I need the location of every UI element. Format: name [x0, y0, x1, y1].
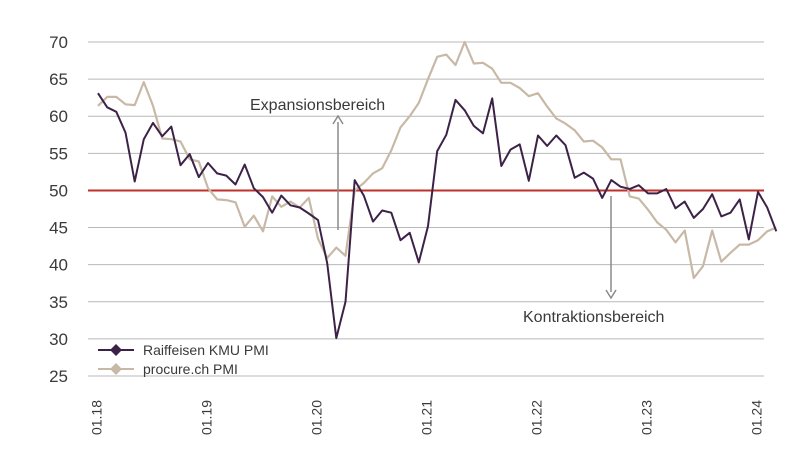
x-tick-label-01.24: 01.24 — [749, 400, 765, 435]
x-tick-label-01.21: 01.21 — [419, 400, 435, 435]
legend-item-raiffeisen: Raiffeisen KMU PMI — [98, 342, 269, 358]
y-tick-label-25: 25 — [49, 367, 68, 386]
contraction-label: Kontraktionsbereich — [523, 309, 664, 326]
y-axis-tick-labels: 25 30 35 40 45 50 55 60 65 70 — [49, 33, 68, 386]
x-axis-tick-labels: 01.18 01.19 01.20 01.21 01.22 01.23 01.24 — [89, 400, 765, 435]
y-tick-label-50: 50 — [49, 181, 68, 200]
y-tick-label-35: 35 — [49, 293, 68, 312]
y-tick-label-65: 65 — [49, 70, 68, 89]
x-tick-label-01.22: 01.22 — [529, 400, 545, 435]
legend-item-procure: procure.ch PMI — [98, 361, 238, 377]
y-tick-label-60: 60 — [49, 107, 68, 126]
expansion-annotation: Expansionsbereich — [250, 97, 385, 230]
legend-label-raiffeisen: Raiffeisen KMU PMI — [143, 342, 269, 358]
expansion-label: Expansionsbereich — [250, 97, 385, 114]
x-tick-label-01.23: 01.23 — [639, 400, 655, 435]
x-tick-label-01.18: 01.18 — [89, 400, 105, 435]
series-lines — [97, 40, 778, 340]
y-tick-label-55: 55 — [49, 144, 68, 163]
x-tick-label-01.19: 01.19 — [199, 400, 215, 435]
legend-label-procure: procure.ch PMI — [143, 361, 238, 377]
legend-marker-raiffeisen — [110, 344, 122, 356]
legend-marker-procure — [110, 363, 122, 375]
y-tick-label-40: 40 — [49, 256, 68, 275]
series-line-procure — [97, 40, 777, 280]
legend: Raiffeisen KMU PMI procure.ch PMI — [98, 342, 269, 377]
contraction-arrow-head — [605, 289, 617, 300]
y-tick-label-45: 45 — [49, 219, 68, 238]
y-tick-label-70: 70 — [49, 33, 68, 52]
contraction-annotation: Kontraktionsbereich — [523, 196, 664, 326]
series-line-raiffeisen — [97, 92, 778, 340]
expansion-arrow-head — [332, 114, 344, 125]
y-tick-label-30: 30 — [49, 330, 68, 349]
x-tick-label-01.20: 01.20 — [309, 400, 325, 435]
